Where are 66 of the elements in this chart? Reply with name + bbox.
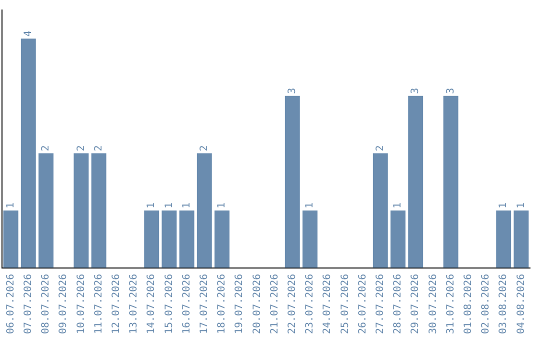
bar (179, 210, 194, 268)
x-tick-label: 01.08.2026 (462, 274, 474, 334)
x-tick-label: 18.07.2026 (216, 274, 228, 334)
data-label: 1 (304, 202, 316, 209)
data-label: 4 (22, 30, 34, 37)
bar (514, 210, 529, 268)
bar (91, 153, 106, 268)
x-tick-label: 17.07.2026 (198, 274, 210, 334)
x-tick-label: 06.07.2026 (5, 274, 16, 334)
x-tick-label: 25.07.2026 (340, 274, 351, 334)
bar (74, 153, 89, 268)
bar (408, 96, 424, 268)
x-tick-label: 07.07.2026 (22, 274, 34, 334)
bar (38, 153, 54, 268)
data-label: 2 (374, 145, 386, 152)
x-tick-label: 12.07.2026 (110, 274, 122, 334)
x-tick-label: 04.08.2026 (516, 274, 527, 334)
x-tick-label: 03.08.2026 (498, 274, 510, 334)
x-tick-label: 22.07.2026 (286, 274, 298, 334)
bar (196, 153, 212, 268)
x-tick-label: 31.07.2026 (445, 274, 456, 334)
data-label: 1 (216, 202, 228, 209)
bar (162, 210, 177, 268)
x-tick-label: 13.07.2026 (128, 274, 140, 334)
data-label: 1 (5, 202, 16, 209)
bar (372, 153, 388, 268)
x-tick-label: 30.07.2026 (428, 274, 439, 334)
data-label: 1 (392, 202, 404, 209)
bar (284, 96, 300, 268)
data-label: 2 (76, 145, 87, 152)
bar (302, 210, 318, 268)
x-tick-label: 21.07.2026 (269, 274, 280, 334)
bar (390, 210, 406, 268)
x-tick-label: 16.07.2026 (181, 274, 192, 334)
data-label: 2 (40, 145, 52, 152)
data-label: 1 (164, 202, 175, 209)
x-tick-label: 26.07.2026 (357, 274, 368, 334)
data-label: 3 (445, 88, 456, 94)
bar (20, 38, 36, 268)
bar (144, 210, 160, 268)
x-tick-label: 27.07.2026 (374, 274, 386, 334)
data-label: 1 (498, 202, 510, 209)
bar (496, 210, 512, 268)
x-tick-label: 29.07.2026 (410, 274, 422, 334)
x-tick-label: 15.07.2026 (164, 274, 175, 334)
x-tick-label: 24.07.2026 (322, 274, 334, 334)
x-tick-label: 09.07.2026 (58, 274, 70, 334)
data-label: 1 (146, 202, 158, 209)
data-label: 1 (181, 202, 192, 209)
x-tick-label: 20.07.2026 (252, 274, 263, 334)
bar (214, 210, 230, 268)
x-tick-label: 28.07.2026 (392, 274, 404, 334)
data-label: 2 (198, 145, 210, 152)
data-label: 3 (410, 88, 422, 94)
data-label: 1 (516, 202, 527, 209)
x-tick-label: 08.07.2026 (40, 274, 52, 334)
bar (443, 96, 458, 268)
x-tick-label: 02.08.2026 (480, 274, 492, 334)
x-tick-label: 14.07.2026 (146, 274, 158, 334)
x-tick-label: 10.07.2026 (76, 274, 87, 334)
data-label: 2 (93, 145, 104, 152)
x-tick-label: 19.07.2026 (234, 274, 246, 334)
bar (3, 210, 18, 268)
data-label: 3 (286, 88, 298, 94)
x-tick-label: 11.07.2026 (93, 274, 104, 334)
x-tick-label: 23.07.2026 (304, 274, 316, 334)
